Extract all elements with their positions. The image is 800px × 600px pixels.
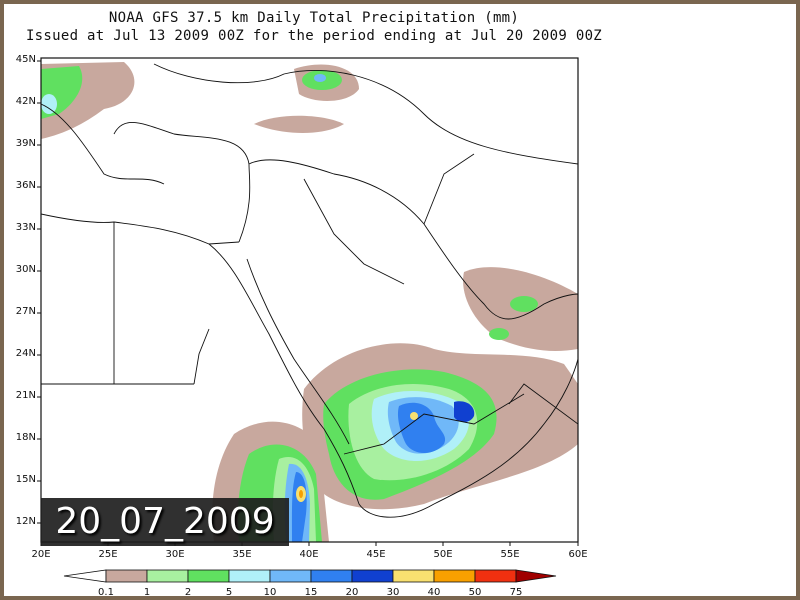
lon-label: 50E (433, 549, 453, 560)
lon-label: 20E (31, 549, 51, 560)
lat-label: 45N (15, 54, 36, 65)
map-title-line1: NOAA GFS 37.5 km Daily Total Precipitati… (108, 10, 520, 26)
colorbar-label: 15 (304, 587, 318, 596)
lon-label: 45E (366, 549, 386, 560)
lon-label: 55E (500, 549, 520, 560)
colorbar-label: 10 (263, 587, 277, 596)
lat-label: 15N (15, 474, 36, 485)
precipitation-map (37, 57, 579, 583)
colorbar (63, 569, 557, 583)
lat-label: 33N (15, 222, 36, 233)
colorbar-label: 30 (386, 587, 400, 596)
lon-label: 35E (232, 549, 252, 560)
lat-label: 24N (15, 348, 36, 359)
lon-label: 25E (98, 549, 118, 560)
lon-label: 40E (299, 549, 319, 560)
lat-label: 12N (15, 516, 36, 527)
lon-label: 30E (165, 549, 185, 560)
lat-label: 18N (15, 432, 36, 443)
colorbar-label: 20 (345, 587, 359, 596)
precipitation-fields (41, 62, 578, 542)
coastlines (41, 63, 578, 518)
lat-label: 21N (15, 390, 36, 401)
colorbar-label: 2 (184, 587, 192, 596)
lat-label: 30N (15, 264, 36, 275)
map-frame: NOAA GFS 37.5 km Daily Total Precipitati… (4, 4, 796, 596)
lat-label: 27N (15, 306, 36, 317)
lat-label: 36N (15, 180, 36, 191)
date-stamp: 20_07_2009 (41, 498, 289, 546)
colorbar-label: 0.1 (98, 587, 114, 596)
colorbar-label: 5 (225, 587, 233, 596)
colorbar-label: 75 (509, 587, 523, 596)
lat-label: 42N (15, 96, 36, 107)
colorbar-label: 40 (427, 587, 441, 596)
map-title-line2: Issued at Jul 13 2009 00Z for the period… (25, 28, 603, 44)
colorbar-label: 50 (468, 587, 482, 596)
lat-label: 39N (15, 138, 36, 149)
colorbar-label: 1 (143, 587, 151, 596)
lon-label: 60E (568, 549, 588, 560)
